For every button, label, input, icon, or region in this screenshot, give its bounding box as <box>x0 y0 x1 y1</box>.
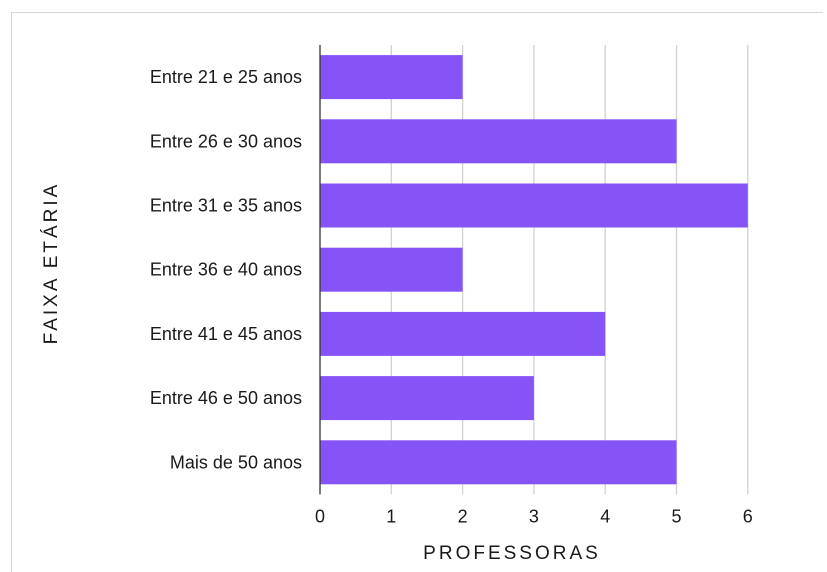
bar <box>320 183 748 228</box>
x-tick-label: 6 <box>743 506 753 526</box>
category-labels: Entre 21 e 25 anos Entre 26 e 30 anos Entr… <box>150 67 302 472</box>
bar <box>320 55 463 100</box>
y-axis-title: FAIXA ETÁRIA <box>41 182 62 345</box>
bar <box>320 247 463 292</box>
category-label: Mais de 50 anos <box>170 452 302 472</box>
category-label: Entre 41 e 45 anos <box>150 324 302 344</box>
x-axis-title: PROFESSORAS <box>423 543 601 564</box>
category-label: Entre 31 e 35 anos <box>150 196 302 216</box>
chart-frame <box>11 12 823 572</box>
category-label: Entre 36 e 40 anos <box>150 260 302 280</box>
x-tick-label: 0 <box>315 506 325 526</box>
x-tick-label: 3 <box>529 506 539 526</box>
category-label: Entre 46 e 50 anos <box>150 388 302 408</box>
x-tick-label: 2 <box>458 506 468 526</box>
bar <box>320 440 677 485</box>
bar <box>320 119 677 164</box>
category-label: Entre 26 e 30 anos <box>150 131 302 151</box>
x-tick-label: 5 <box>671 506 681 526</box>
category-label: Entre 21 e 25 anos <box>150 67 302 87</box>
bar <box>320 311 606 356</box>
bar <box>320 376 534 421</box>
x-tick-labels: 0 1 2 3 4 5 6 <box>315 506 753 526</box>
bars <box>320 55 748 485</box>
x-tick-label: 4 <box>600 506 610 526</box>
x-tick-label: 1 <box>386 506 396 526</box>
